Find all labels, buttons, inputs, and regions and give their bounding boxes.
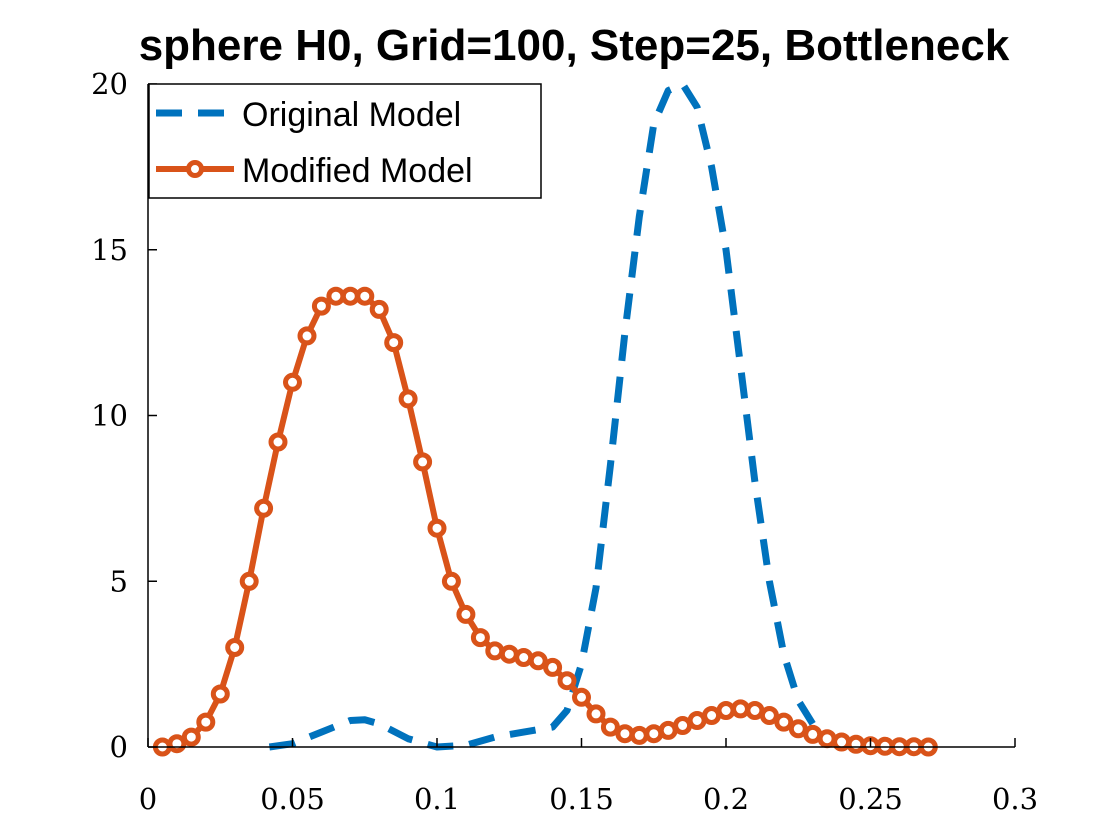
series-line-original-model [268,80,816,751]
x-tick-label: 0.2 [703,782,749,816]
legend-box [148,83,542,199]
data-point-modified-model [716,701,736,720]
data-point-modified-model [499,644,519,664]
data-point-modified-model [441,571,461,591]
chart-title: sphere H0, Grid=100, Step=25, Bottleneck [139,21,1010,70]
data-point-modified-model [196,712,216,732]
data-point-modified-model [557,671,577,691]
data-point-modified-model [687,711,707,730]
x-tick-label: 0.25 [838,782,903,816]
data-point-modified-model [369,299,389,319]
data-point-modified-model [543,657,563,677]
data-point-modified-model [803,724,823,744]
x-tick-label: 0 [139,782,157,816]
data-point-modified-model [817,729,837,749]
data-point-modified-model [759,706,779,725]
y-tick-label: 0 [110,730,128,764]
data-point-modified-model [427,518,447,538]
x-tick-label: 0.05 [260,782,325,816]
data-point-modified-model [181,727,201,747]
y-tick-label: 10 [91,399,128,433]
data-point-modified-model [600,717,620,737]
data-point-modified-model [167,734,187,754]
x-tick-label: 0.3 [992,782,1038,816]
data-point-modified-model [514,648,534,667]
data-point-modified-model [846,734,866,754]
x-tick-label: 0.1 [414,782,460,816]
data-point-modified-model [774,712,794,732]
data-point-modified-model [413,452,433,472]
data-point-modified-model [615,724,635,744]
data-point-modified-model [311,296,331,316]
legend-label-original-model: Original Model [242,96,461,134]
axes: 0 0.05 0.1 0.15 0.2 0.25 0.3 0 5 10 15 20 [91,67,1038,816]
series-line-modified-model [161,293,929,750]
legend-label-modified-model: Modified Model [242,152,473,190]
y-tick-label: 20 [91,67,128,101]
legend-marker-modified-model [186,160,204,178]
data-point-modified-model [586,704,606,724]
data-point-modified-model [788,719,808,739]
data-point-modified-model [673,716,693,735]
data-point-modified-model [470,628,490,648]
y-tick-label: 15 [91,233,128,267]
data-point-modified-model [745,701,765,720]
data-point-modified-model [283,372,302,392]
data-point-modified-model [239,571,259,591]
data-point-modified-model [254,498,274,518]
data-point-modified-model [340,286,360,306]
data-point-modified-model [225,638,245,657]
data-point-modified-model [702,706,722,725]
data-point-modified-model [644,724,664,744]
data-point-modified-model [384,333,404,353]
data-point-modified-model [456,604,476,624]
legend: Original Model Modified Model [148,83,542,199]
data-point-modified-model [398,389,418,409]
data-point-modified-model [297,326,317,346]
data-point-modified-model [355,286,375,306]
data-point-modified-model [572,687,591,707]
y-tick-label: 5 [110,564,128,598]
data-point-modified-model [268,432,288,452]
x-tick-label: 0.15 [549,782,614,816]
data-point-modified-model [731,699,750,719]
data-point-modified-model [528,651,548,671]
data-point-modified-model [485,641,505,661]
data-point-modified-model [210,684,230,704]
data-point-modified-model [629,725,649,745]
series-layer [152,80,938,757]
